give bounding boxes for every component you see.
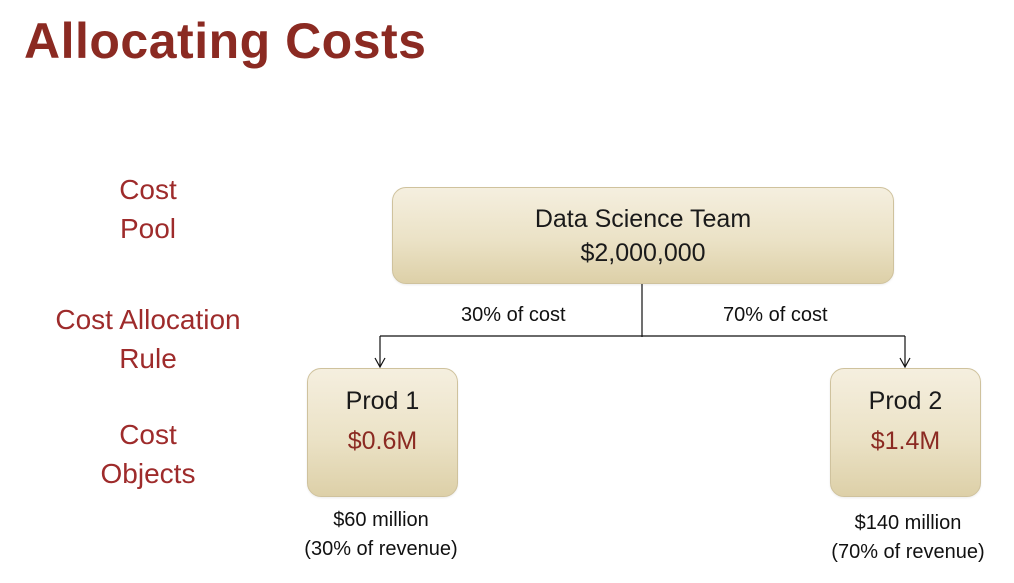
row-label-line: Objects <box>100 458 196 489</box>
cost-pool-amount: $2,000,000 <box>580 239 706 267</box>
revenue-amount: $140 million <box>854 512 962 534</box>
row-label-cost-pool: Cost Pool <box>88 170 208 248</box>
revenue-amount: $60 million <box>333 509 429 531</box>
right-arrowhead <box>899 357 911 369</box>
revenue-share: (30% of revenue) <box>304 538 458 560</box>
row-label-line: Cost Allocation <box>55 304 241 335</box>
rule-left-label: 30% of cost <box>461 304 566 326</box>
revenue-caption-prod1: $60 million (30% of revenue) <box>281 506 481 564</box>
revenue-caption-prod2: $140 million (70% of revenue) <box>808 509 1008 567</box>
cost-pool-name: Data Science Team <box>534 205 752 233</box>
cost-object-box-prod1: Prod 1 $0.6M <box>307 368 458 497</box>
cost-object-amount: $1.4M <box>870 427 941 455</box>
cost-object-name: Prod 2 <box>868 387 943 415</box>
left-arrowhead <box>374 357 386 369</box>
row-label-line: Rule <box>119 343 177 374</box>
row-label-cost-objects: Cost Objects <box>78 415 218 493</box>
row-label-line: Cost <box>119 419 177 450</box>
row-label-line: Cost <box>119 174 177 205</box>
cost-object-name: Prod 1 <box>345 387 420 415</box>
cost-object-amount: $0.6M <box>347 427 418 455</box>
cost-object-box-prod2: Prod 2 $1.4M <box>830 368 981 497</box>
revenue-share: (70% of revenue) <box>831 541 985 563</box>
cost-pool-box: Data Science Team $2,000,000 <box>392 187 894 284</box>
slide-title: Allocating Costs <box>24 13 427 69</box>
row-label-line: Pool <box>119 213 177 244</box>
row-label-allocation-rule: Cost Allocation Rule <box>38 300 258 378</box>
rule-right-label: 70% of cost <box>723 304 828 326</box>
